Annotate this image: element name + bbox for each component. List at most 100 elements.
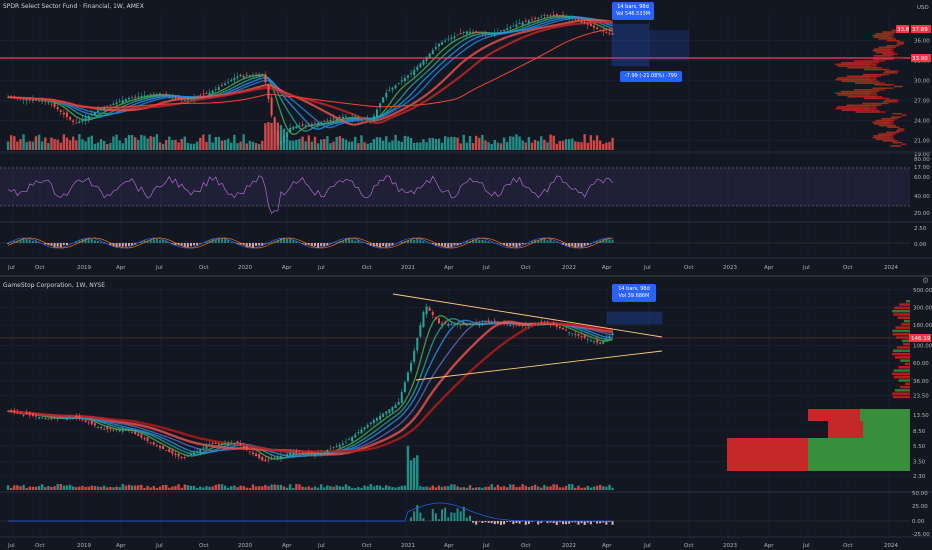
volume-profile — [886, 39, 900, 42]
candle — [174, 96, 177, 99]
candle — [351, 436, 354, 442]
x-tick: Apr — [764, 543, 774, 549]
volume-profile — [902, 339, 910, 343]
candle — [258, 74, 261, 77]
volume-bar — [248, 487, 252, 490]
macd-hist — [540, 521, 543, 523]
candle — [534, 18, 537, 19]
volume-bar — [279, 124, 283, 150]
volume-bar — [195, 487, 199, 490]
candle — [205, 445, 208, 449]
volume-bar — [341, 486, 345, 490]
candle — [540, 321, 543, 324]
volume-bar — [214, 136, 217, 150]
macd-hist — [465, 240, 468, 243]
volume-bar — [533, 139, 537, 150]
price-tick: 5.50 — [913, 444, 926, 450]
volume-bar — [276, 122, 279, 150]
volume-bar — [13, 485, 16, 490]
candle — [369, 422, 372, 425]
candle — [363, 118, 366, 120]
macd-hist — [220, 238, 223, 243]
volume-profile — [892, 329, 910, 333]
volume-bar — [363, 485, 366, 490]
candle — [189, 98, 192, 100]
volume-profile — [897, 128, 905, 130]
volume-bar — [465, 487, 469, 490]
candle — [7, 97, 10, 98]
macd-hist — [512, 243, 515, 247]
volume-bar — [298, 138, 301, 150]
volume-profile — [828, 421, 863, 438]
volume-bar — [391, 487, 394, 490]
candle — [112, 103, 115, 105]
candle — [555, 324, 558, 327]
x-tick: Apr — [116, 265, 126, 271]
macd-hist — [537, 521, 540, 525]
x-tick: Apr — [764, 265, 774, 271]
ma-ribbon — [8, 315, 613, 460]
candle — [546, 15, 549, 17]
volume-bar — [28, 486, 31, 490]
candle — [134, 431, 137, 435]
candle — [602, 341, 605, 344]
candle — [304, 453, 307, 455]
candle — [196, 450, 199, 452]
candle — [87, 115, 90, 120]
macd-hist — [236, 243, 239, 245]
volume-bar — [459, 487, 462, 490]
x-tick: 2019 — [77, 265, 91, 271]
x-tick: 2024 — [884, 265, 898, 271]
volume-bar — [468, 485, 472, 490]
volume-bar — [478, 137, 481, 150]
volume-profile — [892, 352, 910, 356]
x-tick: Jul — [317, 543, 325, 549]
volume-profile — [836, 106, 878, 108]
volume-bar — [549, 134, 552, 150]
volume-bar — [81, 139, 84, 150]
candle — [468, 31, 471, 33]
x-tick: Oct — [35, 543, 45, 549]
volume-bar — [564, 139, 568, 150]
volume-bar — [102, 141, 106, 150]
candle — [444, 40, 447, 42]
macd-hist — [205, 241, 208, 243]
candle — [118, 101, 121, 103]
volume-bar — [394, 134, 397, 150]
gear-icon[interactable]: ⚙ — [921, 276, 930, 285]
macd-hist — [503, 521, 506, 525]
candle — [177, 97, 180, 100]
macd-hist — [540, 238, 543, 243]
volume-bar — [295, 484, 298, 490]
volume-bar — [202, 487, 205, 490]
macd-hist — [546, 240, 549, 243]
volume-bar — [75, 487, 78, 490]
volume-profile — [901, 143, 907, 145]
volume-bar — [285, 487, 289, 490]
candle — [515, 24, 518, 27]
volume-bar — [56, 139, 59, 150]
volume-bar — [453, 136, 456, 150]
volume-bar — [158, 142, 162, 150]
volume-bar — [425, 486, 428, 490]
x-tick: Oct — [684, 543, 694, 549]
volume-bar — [350, 141, 354, 150]
volume-bar — [530, 486, 534, 490]
volume-bar — [65, 485, 69, 490]
volume-bar — [440, 142, 444, 150]
price-tick: 500.00 — [913, 288, 932, 294]
macd-hist — [518, 243, 521, 246]
candle — [118, 430, 121, 432]
volume-bar — [251, 484, 255, 490]
candle — [338, 116, 341, 118]
volume-bar — [267, 122, 270, 150]
volume-bar — [285, 138, 289, 150]
volume-profile — [878, 46, 896, 49]
candle — [59, 417, 62, 419]
macd-hist — [552, 241, 555, 243]
volume-bar — [202, 134, 205, 150]
macd-hist — [391, 243, 394, 246]
volume-bar — [431, 485, 434, 490]
volume-profile — [901, 114, 907, 117]
macd-hist — [506, 243, 509, 247]
